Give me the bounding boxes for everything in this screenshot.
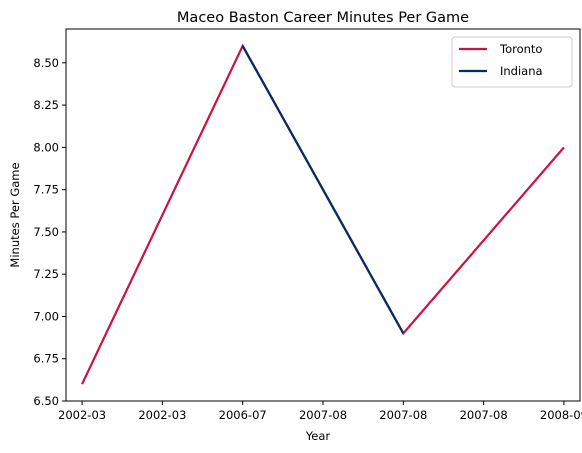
y-tick-label: 7.25: [33, 267, 59, 281]
y-tick-label: 6.50: [33, 394, 59, 408]
x-axis: 2002-03 2002-03 2006-07 2007-08 2007-08 2007-…: [58, 401, 582, 422]
y-axis: 6.50 6.75 7.00 7.25 7.50 7.75 8.00 8.25 8.50: [33, 56, 66, 408]
x-tick-label: 2007-08: [460, 408, 508, 422]
series-layer: [81, 43, 565, 385]
y-tick-label: 7.50: [33, 225, 59, 239]
x-tick-label: 2007-08: [299, 408, 347, 422]
chart-title: Maceo Baston Career Minutes Per Game: [177, 10, 469, 26]
y-tick-label: 8.25: [33, 98, 59, 112]
x-tick-label: 2007-08: [379, 408, 427, 422]
y-tick-label: 7.75: [33, 183, 59, 197]
series-line-toronto: [81, 43, 565, 385]
legend: Toronto Indiana: [451, 36, 573, 88]
x-tick-label: 2002-03: [138, 408, 186, 422]
x-tick-label: 2002-03: [58, 408, 106, 422]
x-tick-label: 2006-07: [219, 408, 267, 422]
y-tick-label: 7.00: [33, 309, 59, 323]
series-line-indiana: [241, 45, 405, 334]
y-axis-label: Minutes Per Game: [8, 162, 22, 267]
legend-label-toronto: Toronto: [499, 42, 542, 56]
legend-label-indiana: Indiana: [500, 64, 543, 78]
y-tick-label: 6.75: [33, 352, 59, 366]
y-tick-label: 8.00: [33, 140, 59, 154]
x-axis-label: Year: [305, 429, 331, 443]
x-tick-label: 2008-09: [540, 408, 582, 422]
y-tick-label: 8.50: [33, 56, 59, 70]
